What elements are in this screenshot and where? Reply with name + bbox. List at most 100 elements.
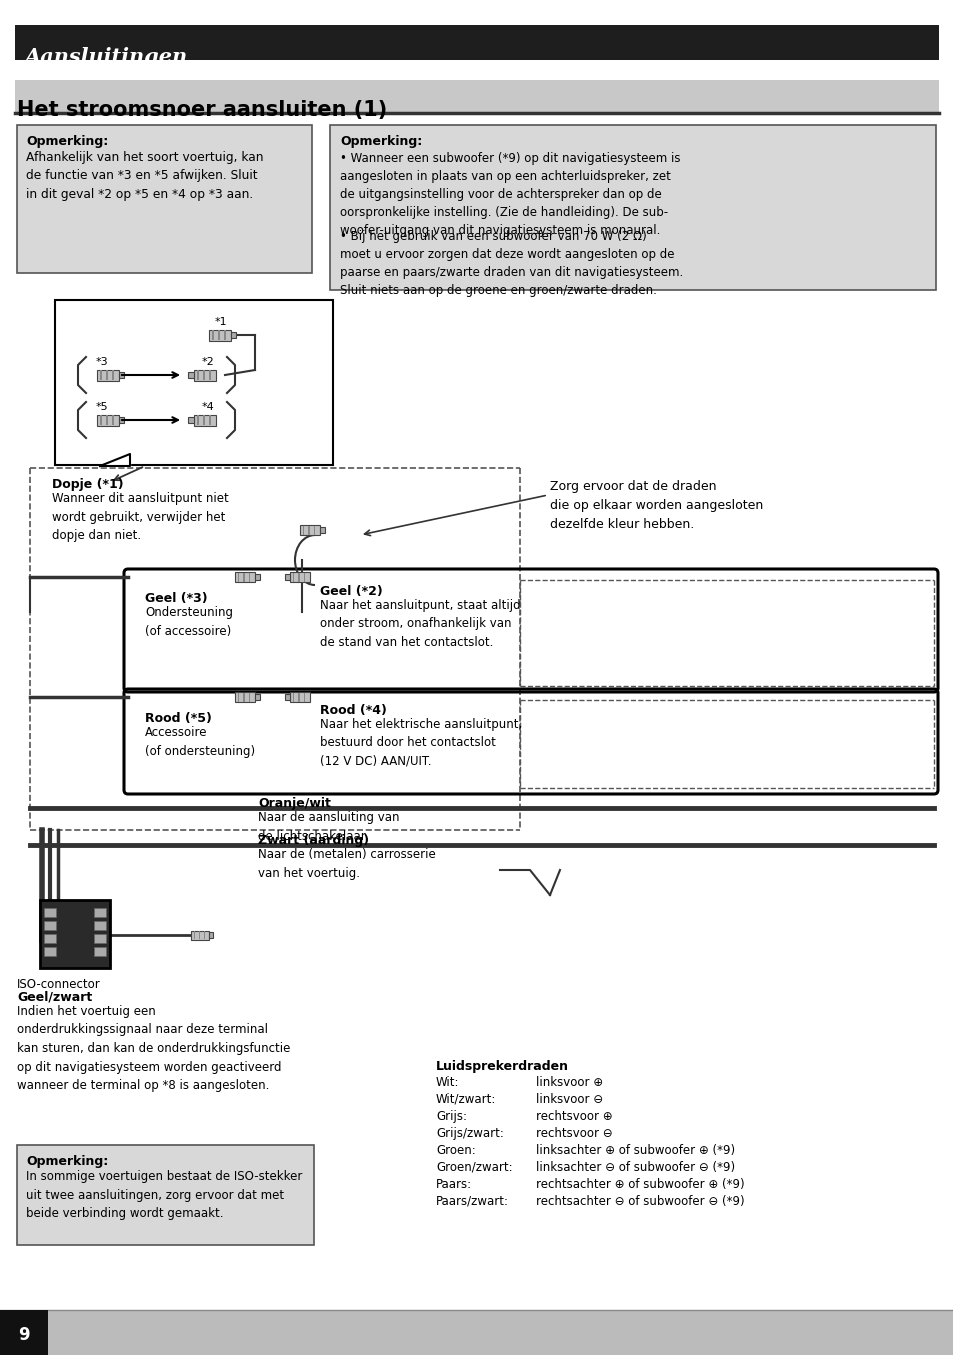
Bar (304, 692, 305, 702)
Bar (193, 931, 194, 939)
Bar (0, 1310, 953, 1355)
Bar (193, 415, 215, 425)
Bar (203, 370, 205, 379)
Text: Het stroomsnoer aansluiten (1): Het stroomsnoer aansluiten (1) (17, 100, 387, 121)
Bar (290, 572, 310, 583)
Bar (209, 329, 231, 340)
Text: linksachter ⊖ of subwoofer ⊖ (*9): linksachter ⊖ of subwoofer ⊖ (*9) (536, 1161, 735, 1173)
Text: Luidsprekerdraden: Luidsprekerdraden (436, 1060, 568, 1073)
Bar (249, 692, 251, 702)
Bar (243, 573, 245, 581)
Bar (298, 692, 299, 702)
Text: *5: *5 (96, 402, 109, 412)
Bar (189, 371, 193, 378)
Bar (119, 371, 125, 378)
Bar (97, 415, 119, 425)
Text: Naar het aansluitpunt, staat altijd
onder stroom, onafhankelijk van
de stand van: Naar het aansluitpunt, staat altijd onde… (319, 599, 520, 649)
Text: Accessoire
(of ondersteuning): Accessoire (of ondersteuning) (145, 726, 254, 757)
Text: Ondersteuning
(of accessoire): Ondersteuning (of accessoire) (145, 606, 233, 637)
Text: rechtsachter ⊕ of subwoofer ⊕ (*9): rechtsachter ⊕ of subwoofer ⊕ (*9) (536, 1177, 744, 1191)
Text: Naar de (metalen) carrosserie
van het voertuig.: Naar de (metalen) carrosserie van het vo… (257, 848, 436, 879)
Bar (209, 415, 211, 425)
Bar (44, 947, 56, 957)
Bar (55, 299, 333, 465)
Bar (234, 692, 254, 702)
Bar (189, 417, 193, 423)
Bar (94, 908, 106, 917)
Text: Grijs:: Grijs: (436, 1110, 467, 1123)
Text: Oranje/wit: Oranje/wit (257, 797, 331, 810)
Bar (197, 415, 199, 425)
Text: Opmerking:: Opmerking: (339, 136, 422, 148)
Bar (224, 331, 226, 340)
Text: *1: *1 (214, 317, 228, 327)
Bar (299, 524, 319, 535)
Bar (285, 575, 290, 580)
Bar (254, 575, 260, 580)
Bar (285, 694, 290, 701)
Bar (197, 370, 199, 379)
Text: Zwart (aarding): Zwart (aarding) (257, 833, 369, 847)
Text: Rood (*5): Rood (*5) (145, 711, 212, 725)
Text: Indien het voertuig een
onderdrukkingssignaal naar deze terminal
kan sturen, dan: Indien het voertuig een onderdrukkingssi… (17, 1005, 290, 1092)
Text: Wanneer dit aansluitpunt niet
wordt gebruikt, verwijder het
dopje dan niet.: Wanneer dit aansluitpunt niet wordt gebr… (52, 492, 229, 542)
Text: Geel/zwart: Geel/zwart (17, 991, 92, 1003)
Text: Wit/zwart:: Wit/zwart: (436, 1093, 496, 1106)
Bar (249, 573, 251, 581)
Bar (234, 572, 254, 583)
Bar (254, 694, 260, 701)
Text: Groen:: Groen: (436, 1144, 476, 1157)
Bar (231, 332, 236, 339)
Text: Paars:: Paars: (436, 1177, 472, 1191)
Text: linksvoor ⊖: linksvoor ⊖ (536, 1093, 602, 1106)
Bar (17, 125, 312, 272)
Bar (209, 370, 211, 379)
Text: *3: *3 (96, 356, 109, 367)
Bar (94, 934, 106, 943)
Text: Rood (*4): Rood (*4) (319, 705, 387, 717)
Text: linksachter ⊕ of subwoofer ⊕ (*9): linksachter ⊕ of subwoofer ⊕ (*9) (536, 1144, 735, 1157)
Bar (237, 573, 239, 581)
Text: Opmerking:: Opmerking: (26, 136, 108, 148)
Bar (112, 415, 114, 425)
Bar (15, 24, 938, 60)
Bar (112, 370, 114, 379)
Bar (191, 931, 209, 939)
Text: Naar de aansluiting van
de lichtschakelaar.: Naar de aansluiting van de lichtschakela… (257, 812, 399, 843)
Text: Zorg ervoor dat de draden
die op elkaar worden aangesloten
dezelfde kleur hebben: Zorg ervoor dat de draden die op elkaar … (550, 480, 762, 531)
Bar (44, 921, 56, 930)
Text: Geel (*3): Geel (*3) (145, 592, 208, 604)
Bar (100, 415, 102, 425)
Bar (17, 1145, 314, 1245)
Text: Naar het elektrische aansluitpunt,
bestuurd door het contactslot
(12 V DC) AAN/U: Naar het elektrische aansluitpunt, bestu… (319, 718, 521, 768)
Bar (243, 692, 245, 702)
Bar (308, 526, 310, 534)
Text: Afhankelijk van het soort voertuig, kan
de functie van *3 en *5 afwijken. Sluit
: Afhankelijk van het soort voertuig, kan … (26, 150, 263, 201)
Bar (106, 370, 108, 379)
Text: Dopje (*1): Dopje (*1) (52, 478, 124, 491)
Text: Opmerking:: Opmerking: (26, 1154, 108, 1168)
Text: rechtsachter ⊖ of subwoofer ⊖ (*9): rechtsachter ⊖ of subwoofer ⊖ (*9) (536, 1195, 744, 1209)
Text: • Wanneer een subwoofer (*9) op dit navigatiesysteem is
aangesloten in plaats va: • Wanneer een subwoofer (*9) op dit navi… (339, 152, 679, 237)
Bar (319, 527, 325, 533)
Bar (303, 526, 304, 534)
Bar (40, 900, 110, 967)
Bar (237, 692, 239, 702)
Text: Grijs/zwart:: Grijs/zwart: (436, 1127, 503, 1140)
Bar (290, 692, 310, 702)
Bar (218, 331, 220, 340)
Text: *4: *4 (202, 402, 214, 412)
Text: *2: *2 (202, 356, 214, 367)
Text: rechtsvoor ⊖: rechtsvoor ⊖ (536, 1127, 612, 1140)
Bar (293, 692, 294, 702)
Bar (314, 526, 315, 534)
Text: Aansluitingen: Aansluitingen (25, 47, 188, 66)
Bar (15, 80, 938, 112)
Polygon shape (100, 454, 130, 466)
Bar (304, 573, 305, 581)
Text: In sommige voertuigen bestaat de ISO-stekker
uit twee aansluitingen, zorg ervoor: In sommige voertuigen bestaat de ISO-ste… (26, 1169, 302, 1220)
Bar (330, 125, 935, 290)
Bar (298, 573, 299, 581)
Text: rechtsvoor ⊕: rechtsvoor ⊕ (536, 1110, 612, 1123)
Bar (293, 573, 294, 581)
